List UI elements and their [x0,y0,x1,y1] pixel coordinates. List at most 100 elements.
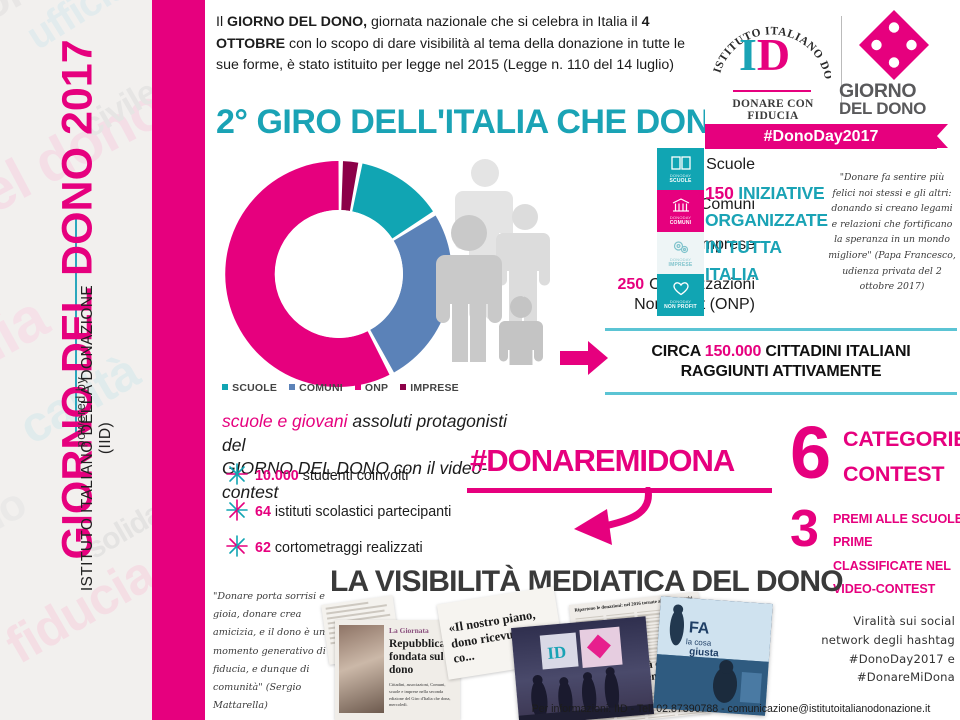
list-item-text: 10.000 studenti coinvolti [255,468,408,484]
stat-label-scuole: Scuole [706,156,755,173]
mattarella-quote: "Donare porta sorrisi e gioia, donare cr… [213,588,333,716]
logo-block: ISTITUTO ITALIANO DONAZIONE ID DONARE CO… [705,6,950,156]
badge-comuni: DONODAY COMUNI [657,190,704,232]
stat-label-onp-line2: Non Profit (ONP) [634,296,755,313]
pink-accent-strip [152,0,205,720]
chart-legend: SCUOLE COMUNI ONP IMPRESE [218,382,463,394]
badge-non-profit: DONODAY NON PROFIT [657,274,704,316]
badge-name-scuole: SCUOLE [669,178,692,184]
list-item: 10.000 studenti coinvolti [225,458,515,494]
gdd-line-2: DEL DONO [839,99,927,119]
bullet-number-2: 64 [255,504,271,520]
svg-text:giusta: giusta [689,646,720,659]
reach-suffix: CITTADINI ITALIANI [761,342,911,360]
legend-label-onp: ONP [364,382,389,394]
list-item-text: 64 istituti scolastici partecipanti [255,504,451,520]
reach-text: CIRCA 150.000 CITTADINI ITALIANI RAGGIUN… [605,331,957,393]
clipping-kicker: La Giornata [389,626,429,635]
reach-line-2: RAGGIUNTI ATTIVAMENTE [680,362,882,380]
gdd-line-1: GIORNO [839,80,917,102]
clipping-body: Cittadini, associazioni, Comuni, scuole … [389,682,451,708]
intro-prefix: Il [216,14,228,30]
sidebar: Giornata ufficiale del dono civile Itali… [0,0,152,720]
stat-row-scuole: 64 Scuole [505,155,755,175]
contest-hashtag: #DONAREMIDONA [470,443,735,478]
reach-prefix: CIRCA [651,342,705,360]
contest-six-number: 6 [790,411,832,494]
asterisk-icon [225,462,255,491]
badge-top-non-profit: DONODAY [669,299,692,304]
contest-six-label: CATEGORIE CONTEST [843,422,960,493]
gears-icon [672,238,690,255]
intro-paragraph: Il GIORNO DEL DONO, giornata nazionale c… [216,12,698,77]
bullet-number-1: 10.000 [255,468,299,484]
contest-three-number: 3 [790,500,819,558]
schools-bullet-list: 10.000 studenti coinvolti 64 istituti sc… [225,458,515,566]
tv-photo-event: ID [510,616,655,720]
contest-six-line-1: CATEGORIE [843,427,960,451]
intro-mid-2: con lo scopo di dare visibilità al tema … [216,35,685,74]
virality-note: Viralità sui social network degli hashta… [821,614,955,685]
contest-six-line-2: CONTEST [843,462,945,487]
initiatives-line-2: ORGANIZZATE [705,210,828,231]
iid-arc-text: ISTITUTO ITALIANO DONAZIONE [713,10,831,80]
bullet-label-3: cortometraggi realizzati [270,540,423,556]
legend-swatch-scuole [222,384,229,390]
gdd-brand-text: GIORNO DEL DONO [839,80,949,119]
reach-line-1: CIRCA 150.000 CITTADINI ITALIANI [605,342,957,362]
logo-vertical-divider [841,16,842,111]
iid-monogram: ID [739,32,790,78]
legend-label-scuole: SCUOLE [232,382,278,394]
hashtag-banner: #DonoDay2017 [705,124,948,149]
legend-item-comuni: COMUNI [289,382,343,394]
svg-text:la cosa: la cosa [686,637,712,648]
mattarella-quote-text: "Donare porta sorrisi e gioia, donare cr… [213,591,326,694]
schools-intro-rest: assoluti protagonisti del [222,411,508,455]
legend-swatch-onp [354,384,361,390]
iid-letter-i: I [739,29,757,80]
logo-divider-line [733,90,811,92]
iid-tagline: DONARE CON FIDUCIA [732,98,814,122]
initiatives-word: INIZIATIVE [738,183,825,203]
mattarella-quote-attribution: (Sergio Mattarella) [213,682,302,712]
bullet-label-1: studenti coinvolti [298,468,409,484]
stat-number-onp: 250 [617,276,645,293]
legend-label-comuni: COMUNI [299,382,343,394]
list-item: 64 istituti scolastici partecipanti [225,494,515,530]
pope-quote: "Donare fa sentire più felici noi stessi… [828,170,956,295]
contest-three-label: PREMI ALLE SCUOLE PRIME CLASSIFICATE NEL… [833,508,960,601]
clipping-photo [339,625,384,713]
tv-photo-fa-la-cosa-giusta: FA la cosa giusta [653,596,773,716]
contest-three-line-1: PREMI ALLE SCUOLE PRIME [833,512,960,550]
schools-intro-highlight: scuole e giovani [222,411,348,431]
schools-intro-line-1: scuole e giovani assoluti protagonisti d… [222,410,522,457]
initiatives-line-1: 150 INIZIATIVE [705,180,825,207]
svg-text:FA: FA [688,619,710,637]
people-silhouettes-icon [436,159,550,365]
reach-block: CIRCA 150.000 CITTADINI ITALIANI RAGGIUN… [605,328,957,395]
bullet-label-2: istituti scolastici partecipanti [270,504,452,520]
intro-bold-date: 4 OTTOBRE [216,14,650,52]
footer-contact: Per informazioni: IID - Tel. 02.87390788… [531,703,931,715]
heart-icon [672,280,690,297]
initiatives-block: 150 INIZIATIVE ORGANIZZATE IN TUTTA ITAL… [705,180,828,289]
section-title-giro: 2° GIRO DELL'ITALIA CHE DONA [216,103,734,141]
intro-mid-1: giornata nazionale che si celebra in Ita… [367,14,642,30]
organization-label: ISTITUTO ITALIANO DELLA DONAZIONE (IID) [79,284,114,592]
badge-name-imprese: IMPRESE [668,262,693,268]
gdd-logo: GIORNO DEL DONO [839,6,949,120]
badge-top-scuole: DONODAY [669,173,692,178]
badge-top-comuni: DONODAY [669,215,692,220]
legend-label-imprese: IMPRESE [410,382,459,394]
legend-item-scuole: SCUOLE [222,382,277,394]
reach-number: 150.000 [704,342,762,360]
svg-text:ID: ID [547,642,567,663]
media-section-title: LA VISIBILITÀ MEDIATICA DEL DONO [330,565,844,598]
arrow-right-icon [560,341,608,375]
category-badges: DONODAY SCUOLE DONODAY COMUNI DONODAY IM… [657,148,704,316]
schools-intro-line-2: GIORNO DEL DONO con il video-contest [222,458,488,502]
iid-letter-d: D [756,29,791,80]
pope-quote-text: "Donare fa sentire più felici noi stessi… [828,172,953,262]
donut-chart [225,160,452,387]
